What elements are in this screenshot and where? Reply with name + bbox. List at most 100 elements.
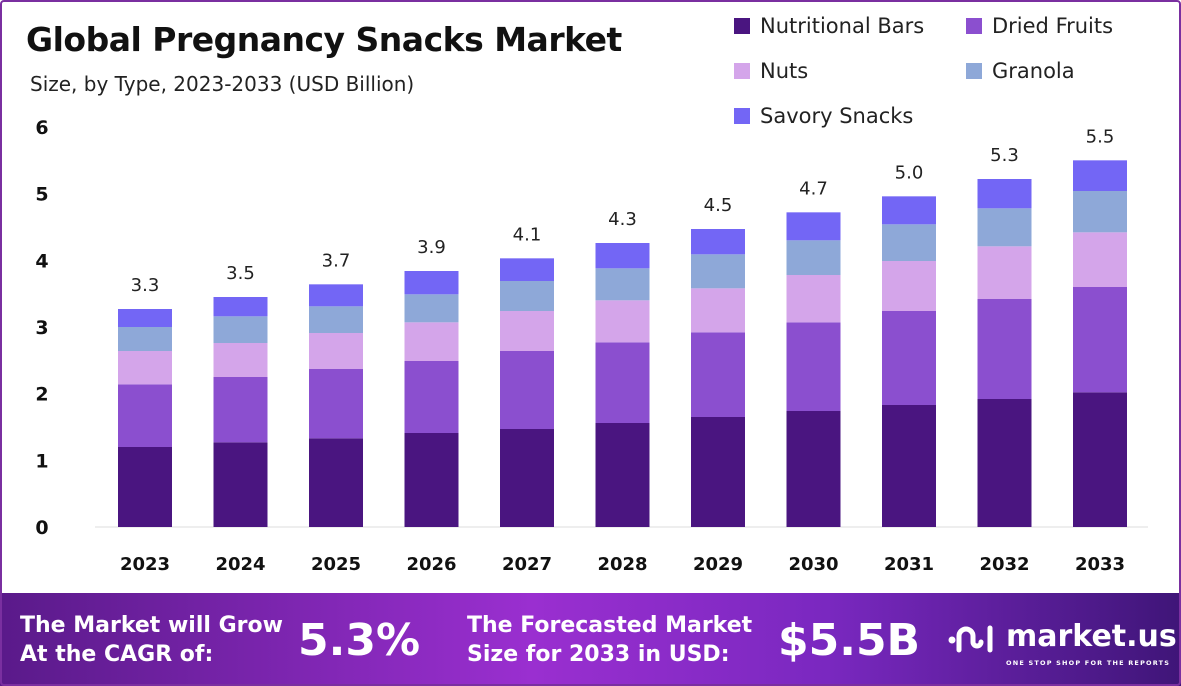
bar-segment-dried-fruits bbox=[118, 384, 172, 447]
x-tick-label: 2031 bbox=[884, 554, 934, 575]
bar-segment-nuts bbox=[786, 275, 841, 323]
bar-segment-dried-fruits bbox=[691, 332, 745, 417]
x-tick-label: 2032 bbox=[979, 554, 1029, 575]
legend-label: Granola bbox=[992, 59, 1075, 83]
bar-segment-nutritional-bars bbox=[691, 417, 745, 527]
bar-segment-granola bbox=[404, 294, 459, 323]
bar-segment-granola bbox=[500, 281, 554, 311]
legend-label: Nuts bbox=[760, 59, 809, 83]
bar-total-label: 4.7 bbox=[799, 178, 828, 199]
bar-segment-dried-fruits bbox=[1073, 287, 1127, 393]
bar-segment-nuts bbox=[882, 261, 936, 311]
bar-total-label: 4.1 bbox=[513, 224, 542, 245]
bar-segment-nuts bbox=[404, 322, 459, 361]
bar-total-label: 3.7 bbox=[322, 250, 351, 271]
chart-title: Global Pregnancy Snacks Market bbox=[26, 20, 622, 59]
bar-total-label: 3.3 bbox=[131, 275, 160, 296]
y-tick-label: 0 bbox=[35, 517, 48, 539]
bar-segment-nuts bbox=[213, 343, 268, 377]
bar-segment-dried-fruits bbox=[595, 342, 650, 423]
x-tick-label: 2028 bbox=[597, 554, 647, 575]
bar-segment-granola bbox=[1073, 191, 1127, 233]
bar-segment-dried-fruits bbox=[977, 299, 1032, 399]
x-tick-label: 2027 bbox=[502, 554, 552, 575]
bar-total-label: 4.5 bbox=[704, 195, 733, 216]
forecast-value: $5.5B bbox=[778, 615, 921, 666]
legend-item-dried-fruits: Dried Fruits bbox=[966, 14, 1113, 38]
bar-segment-savory-snacks bbox=[213, 297, 268, 317]
bar-total-label: 5.5 bbox=[1086, 126, 1115, 147]
legend-item-granola: Granola bbox=[966, 59, 1075, 83]
legend-swatch bbox=[734, 63, 750, 79]
legend-item-nutritional-bars: Nutritional Bars bbox=[734, 14, 924, 38]
bar-segment-savory-snacks bbox=[786, 212, 841, 241]
bar-segment-nuts bbox=[1073, 232, 1127, 287]
y-tick-label: 5 bbox=[35, 184, 48, 206]
y-tick-label: 1 bbox=[35, 450, 48, 472]
bar-segment-dried-fruits bbox=[882, 311, 936, 405]
bar-segment-granola bbox=[977, 208, 1032, 247]
bar-segment-savory-snacks bbox=[977, 179, 1032, 209]
legend-swatch bbox=[966, 63, 982, 79]
stacked-bar-chart: 0 1 2 3 4 5 6 3.3 2023 3.5 2024 3.7 2025 3.9 2026 4.1 20… bbox=[35, 117, 1148, 575]
bar-total-label: 3.9 bbox=[417, 237, 446, 258]
bar-segment-granola bbox=[786, 240, 841, 275]
bar-segment-savory-snacks bbox=[500, 258, 554, 281]
bar-segment-nutritional-bars bbox=[977, 399, 1032, 527]
cagr-label-line: At the CAGR of: bbox=[20, 642, 214, 667]
x-tick-label: 2024 bbox=[215, 554, 265, 575]
y-tick-label: 6 bbox=[35, 117, 48, 139]
bar-segment-nutritional-bars bbox=[213, 442, 268, 527]
bar-segment-nutritional-bars bbox=[786, 411, 841, 527]
bar-total-label: 5.3 bbox=[990, 145, 1019, 166]
bar-segment-nutritional-bars bbox=[595, 423, 650, 527]
bar-segment-savory-snacks bbox=[1073, 160, 1127, 191]
bar-segment-nutritional-bars bbox=[500, 429, 554, 527]
bar-segment-nutritional-bars bbox=[882, 405, 936, 527]
forecast-label-line: Size for 2033 in USD: bbox=[467, 642, 730, 667]
bar-segment-nutritional-bars bbox=[1073, 392, 1127, 527]
brand-tagline: ONE STOP SHOP FOR THE REPORTS bbox=[1006, 659, 1171, 667]
cagr-label-line: The Market will Grow bbox=[20, 613, 283, 638]
bar-segment-savory-snacks bbox=[404, 271, 459, 295]
bar-segment-nuts bbox=[118, 351, 172, 385]
y-tick-label: 3 bbox=[35, 317, 48, 339]
bar-total-label: 3.5 bbox=[226, 263, 255, 284]
legend-label: Dried Fruits bbox=[992, 14, 1114, 38]
x-tick-label: 2029 bbox=[693, 554, 743, 575]
bar-segment-dried-fruits bbox=[404, 361, 459, 433]
footer-banner: The Market will Grow At the CAGR of: 5.3%… bbox=[0, 593, 1181, 686]
chart-subtitle: Size, by Type, 2023-2033 (USD Billion) bbox=[30, 72, 415, 96]
bar-segment-granola bbox=[213, 316, 268, 343]
bar-segment-savory-snacks bbox=[882, 196, 936, 225]
x-tick-label: 2026 bbox=[406, 554, 456, 575]
bar-segment-savory-snacks bbox=[309, 284, 363, 307]
bar-segment-dried-fruits bbox=[500, 351, 554, 429]
bar-segment-granola bbox=[309, 306, 363, 333]
forecast-label-line: The Forecasted Market bbox=[467, 613, 753, 638]
bar-segment-granola bbox=[882, 224, 936, 261]
legend-label: Savory Snacks bbox=[760, 104, 914, 128]
bar-segment-nuts bbox=[309, 333, 363, 369]
bar-segment-dried-fruits bbox=[213, 377, 268, 443]
x-tick-label: 2030 bbox=[788, 554, 838, 575]
x-tick-label: 2033 bbox=[1075, 554, 1125, 575]
legend-item-savory-snacks: Savory Snacks bbox=[734, 104, 913, 128]
brand-name: market.us bbox=[1006, 619, 1177, 654]
bar-segment-nuts bbox=[977, 246, 1032, 299]
legend-swatch bbox=[966, 18, 982, 34]
bar-segment-granola bbox=[595, 268, 650, 301]
bar-segment-granola bbox=[691, 254, 745, 289]
legend-swatch bbox=[734, 18, 750, 34]
bar-segment-dried-fruits bbox=[309, 369, 363, 439]
bar-segment-nuts bbox=[691, 288, 745, 333]
legend-item-nuts: Nuts bbox=[734, 59, 808, 83]
x-tick-label: 2025 bbox=[311, 554, 361, 575]
bar-segment-nuts bbox=[595, 300, 650, 343]
y-tick-label: 2 bbox=[35, 384, 48, 406]
bar-total-label: 4.3 bbox=[608, 209, 637, 230]
bar-segment-savory-snacks bbox=[595, 243, 650, 269]
x-tick-label: 2023 bbox=[120, 554, 170, 575]
brand-logo: market.us ONE STOP SHOP FOR THE REPORTS bbox=[948, 619, 1177, 667]
bar-segment-savory-snacks bbox=[691, 229, 745, 255]
